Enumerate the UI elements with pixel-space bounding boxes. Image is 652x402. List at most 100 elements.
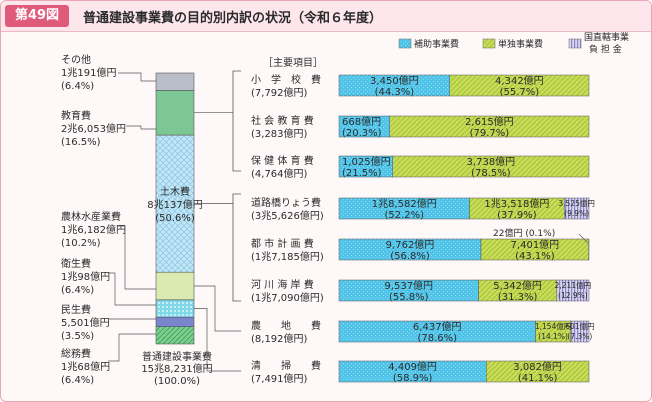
bar-pct-label: (21.5%) bbox=[342, 168, 382, 179]
category-total-label: (3兆5,626億円) bbox=[251, 209, 324, 222]
total-label: 15兆8,231億円 bbox=[141, 362, 212, 375]
connector-lines bbox=[194, 70, 241, 372]
segment-name-label: 総務費 bbox=[61, 347, 91, 360]
leader-line bbox=[118, 72, 156, 82]
figure-number-badge: 第49図 bbox=[5, 5, 69, 27]
segment-amount-label: 2兆6,053億円 bbox=[61, 122, 126, 135]
legend-label: 国直轄事業 bbox=[584, 31, 629, 43]
legend-label: 負 担 金 bbox=[589, 43, 622, 55]
connector-line bbox=[194, 308, 241, 372]
segment-amount-label: 1兆191億円 bbox=[61, 66, 116, 79]
bar-pct-label: (55.7%) bbox=[500, 87, 540, 98]
segment-name-label: 衛生費 bbox=[61, 257, 91, 270]
bar-amount-label: 5,342億円 bbox=[493, 279, 542, 292]
category-label: 小 学 校 費 bbox=[251, 73, 321, 86]
bar-segment bbox=[389, 115, 590, 138]
segment-amount-label: 8兆137億円 bbox=[147, 198, 202, 211]
bar-pct-label: (78.6%) bbox=[417, 333, 457, 344]
segment-pct-label: (6.4%) bbox=[61, 375, 94, 386]
bar-pct-label: (9.9%) bbox=[564, 209, 589, 218]
bar-amount-label: 1兆3,518億円 bbox=[484, 197, 549, 210]
bar-segment bbox=[556, 279, 590, 302]
category-label: 社 会 教 育 費 bbox=[251, 114, 314, 127]
leader-line bbox=[126, 125, 156, 130]
category-total-label: (4,764億円) bbox=[251, 167, 308, 180]
total-label: 普通建設事業費 bbox=[142, 350, 212, 363]
bar-amount-label: 1,025億円 bbox=[342, 155, 391, 168]
bar-amount-label: 2,211億円 bbox=[555, 280, 591, 290]
segment-pct-label: (10.2%) bbox=[61, 238, 101, 249]
stack-segment bbox=[155, 326, 195, 345]
category-total-label: (3,283億円) bbox=[251, 127, 308, 140]
stack-segment bbox=[155, 134, 195, 273]
segment-pct-label: (6.4%) bbox=[61, 285, 94, 296]
bar-pct-label: (43.1%) bbox=[515, 251, 555, 262]
figure-title: 普通建設事業費の目的別内訳の状況（令和６年度） bbox=[83, 11, 383, 26]
bracket-line bbox=[232, 70, 241, 172]
leader-line bbox=[108, 272, 156, 306]
stack-segment bbox=[155, 72, 195, 91]
segment-pct-label: (16.5%) bbox=[61, 137, 101, 148]
bar-pct-label: (58.9%) bbox=[393, 373, 433, 384]
stack-segment bbox=[155, 316, 195, 327]
callout-line bbox=[578, 233, 589, 244]
bar-pct-label: (56.8%) bbox=[390, 251, 430, 262]
bar-amount-label: 7,401億円 bbox=[511, 238, 560, 251]
stack-segment bbox=[155, 271, 195, 301]
legend-swatch bbox=[482, 38, 496, 49]
bar-pct-label: (41.1%) bbox=[518, 373, 558, 384]
legend-swatch bbox=[568, 38, 582, 49]
category-label: 道路橋りょう費 bbox=[251, 196, 321, 209]
bar-pct-label: (55.8%) bbox=[389, 292, 429, 303]
segment-amount-label: 5,501億円 bbox=[61, 316, 110, 329]
bar-amount-label: 3,525億円 bbox=[558, 198, 594, 208]
bar-pct-label: (7.3%) bbox=[567, 332, 592, 341]
category-label: 農 地 費 bbox=[251, 319, 321, 332]
bar-amount-label: 1兆8,582億円 bbox=[372, 197, 437, 210]
category-label: 清 掃 費 bbox=[251, 359, 321, 372]
segment-pct-label: (50.6%) bbox=[155, 213, 195, 224]
segment-pct-label: (6.4%) bbox=[61, 81, 94, 92]
bar-pct-label: (12.9%) bbox=[558, 291, 588, 300]
category-label: 都 市 計 画 費 bbox=[251, 237, 314, 250]
total-label: (100.0%) bbox=[154, 376, 200, 387]
bracket-line bbox=[232, 193, 241, 302]
category-total-label: (1兆7,185億円) bbox=[251, 250, 324, 263]
category-label: 河 川 海 岸 費 bbox=[251, 278, 314, 291]
bar-amount-label: 9,762億円 bbox=[386, 238, 435, 251]
bar-pct-label: (78.5%) bbox=[471, 168, 511, 179]
bar-segment bbox=[570, 320, 590, 343]
bar-pct-label: (31.3%) bbox=[498, 292, 538, 303]
stack-segment bbox=[155, 90, 195, 136]
bar-pct-label: (52.2%) bbox=[384, 210, 424, 221]
segment-amount-label: 1兆68億円 bbox=[61, 360, 110, 373]
legend-swatch bbox=[398, 38, 412, 49]
bar-amount-label: 3,738億円 bbox=[467, 155, 516, 168]
bar-segment bbox=[564, 197, 590, 220]
category-bars: 小 学 校 費(7,792億円)3,450億円(44.3%)4,342億円(55… bbox=[251, 73, 595, 385]
category-total-label: (7,491億円) bbox=[251, 372, 308, 385]
bar-amount-label: 3,082億円 bbox=[513, 360, 562, 373]
segment-name-label: 農林水産業費 bbox=[61, 210, 121, 223]
bar-segment bbox=[392, 155, 590, 178]
bar-amount-label: 4,409億円 bbox=[388, 360, 437, 373]
segment-name-label: 土木費 bbox=[160, 185, 190, 198]
bar-amount-label: 2,615億円 bbox=[465, 115, 514, 128]
segment-amount-label: 1兆6,182億円 bbox=[61, 223, 126, 236]
legend-label: 補助事業費 bbox=[414, 38, 459, 50]
bar-amount-label: 668億円 bbox=[342, 115, 381, 128]
figure-header: 第49図 普通建設事業費の目的別内訳の状況（令和６年度） bbox=[1, 1, 651, 32]
bar-amount-label: 3,450億円 bbox=[370, 74, 419, 87]
bar-amount-label: 22億円 (0.1%) bbox=[493, 227, 555, 239]
segment-amount-label: 1兆98億円 bbox=[61, 270, 110, 283]
leader-line bbox=[118, 225, 156, 290]
category-label: 保 健 体 育 費 bbox=[251, 154, 314, 167]
segment-name-label: その他 bbox=[61, 53, 91, 66]
bar-amount-label: 1,154億円 bbox=[535, 321, 571, 331]
leader-line bbox=[108, 333, 156, 362]
bar-pct-label: (37.9%) bbox=[497, 210, 537, 221]
